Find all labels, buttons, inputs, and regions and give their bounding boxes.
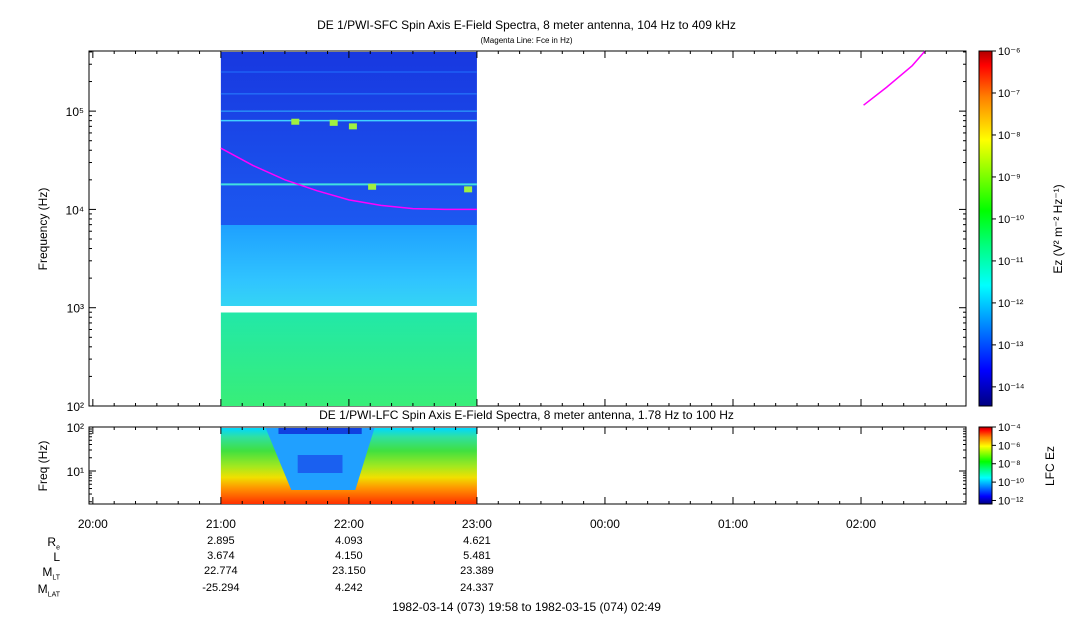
lfc-x-ticks bbox=[92, 427, 947, 504]
lfc-depletion-region bbox=[265, 428, 375, 490]
sfc-subtitle: (Magenta Line: Fce in Hz) bbox=[480, 36, 573, 45]
colorbar-tick-label: 10⁻⁹ bbox=[998, 172, 1021, 184]
ephemeris-label: L bbox=[53, 550, 60, 564]
sfc-colorbar-title: Ez (V² m⁻² Hz⁻¹) bbox=[1051, 184, 1065, 273]
y-tick-label: 10⁵ bbox=[66, 105, 84, 119]
time-axis-labels: 20:00 21:00 22:00 23:00 00:00 01:00 02:00 bbox=[78, 517, 877, 531]
y-tick-label: 10³ bbox=[67, 302, 84, 316]
ephemeris-value: 3.674 bbox=[207, 550, 235, 562]
ephemeris-value: 4.242 bbox=[335, 582, 363, 594]
ephemeris-value: 2.895 bbox=[207, 535, 235, 547]
x-tick-label: 02:00 bbox=[846, 517, 876, 531]
sfc-plot-frame bbox=[88, 50, 967, 407]
sfc-emission-lines bbox=[220, 71, 477, 193]
ephemeris-value: 22.774 bbox=[204, 565, 238, 577]
ephemeris-value: 4.621 bbox=[463, 535, 491, 547]
colorbar-tick-label: 10⁻¹⁰ bbox=[998, 214, 1025, 226]
sfc-colorbar-ticks: 10⁻¹⁴ 10⁻¹³ 10⁻¹² 10⁻¹¹ 10⁻¹⁰ 10⁻⁹ 10⁻⁸ 10⁻⁷ 10⁻… bbox=[992, 46, 1025, 394]
sfc-colorbar bbox=[978, 50, 993, 407]
fce-line bbox=[863, 50, 926, 106]
ephemeris-label: Re bbox=[47, 535, 60, 552]
y-tick-label: 10² bbox=[67, 421, 84, 435]
y-tick-label: 10¹ bbox=[67, 465, 84, 479]
colorbar-tick-label: 10⁻¹² bbox=[998, 495, 1024, 507]
lfc-colorbar-title: LFC Ez bbox=[1043, 446, 1057, 486]
x-tick-label: 23:00 bbox=[462, 517, 492, 531]
lfc-y-axis-title: Freq (Hz) bbox=[36, 441, 50, 492]
emission-blob bbox=[291, 118, 300, 125]
emission-blob bbox=[329, 119, 338, 126]
lfc-notch-top bbox=[278, 428, 362, 434]
ephemeris-value: -25.294 bbox=[202, 582, 240, 594]
y-tick-label: 10² bbox=[67, 400, 84, 414]
colorbar-tick-label: 10⁻¹¹ bbox=[998, 256, 1024, 268]
lfc-y-axis: 10¹ 10² bbox=[67, 421, 966, 503]
emission-blob bbox=[368, 183, 377, 190]
colorbar-tick-label: 10⁻⁶ bbox=[998, 440, 1021, 452]
emission-blob bbox=[348, 123, 357, 130]
ephemeris-value: 23.389 bbox=[460, 565, 494, 577]
colorbar-tick-label: 10⁻⁸ bbox=[998, 459, 1021, 471]
fce-line bbox=[220, 147, 477, 211]
x-tick-label: 01:00 bbox=[718, 517, 748, 531]
x-tick-label: 00:00 bbox=[590, 517, 620, 531]
colorbar-tick-label: 10⁻⁶ bbox=[998, 46, 1021, 58]
colorbar-tick-label: 10⁻¹² bbox=[998, 298, 1024, 310]
colorbar-tick-label: 10⁻¹⁴ bbox=[998, 382, 1025, 394]
ephemeris-value: 5.481 bbox=[463, 550, 491, 562]
x-tick-label: 21:00 bbox=[206, 517, 236, 531]
lfc-colorbar bbox=[978, 426, 993, 505]
ephemeris-value: 4.093 bbox=[335, 535, 363, 547]
sfc-spectrogram-image bbox=[220, 52, 477, 406]
ephemeris-label: MLAT bbox=[37, 582, 60, 599]
colorbar-tick-label: 10⁻¹³ bbox=[998, 340, 1024, 352]
colorbar-tick-label: 10⁻⁸ bbox=[998, 130, 1021, 142]
colorbar-tick-label: 10⁻¹⁰ bbox=[998, 477, 1025, 489]
colorbar-tick-label: 10⁻⁷ bbox=[998, 88, 1020, 100]
lfc-title: DE 1/PWI-LFC Spin Axis E-Field Spectra, … bbox=[319, 408, 734, 422]
ephemeris-value: 24.337 bbox=[460, 582, 494, 594]
sfc-y-axis: 10² 10³ 10⁴ 10⁵ bbox=[65, 51, 966, 414]
ephemeris-label: MLT bbox=[42, 565, 60, 582]
sfc-x-ticks bbox=[92, 51, 947, 406]
ephemeris-value: 23.150 bbox=[332, 565, 366, 577]
lfc-notch-core bbox=[297, 455, 343, 473]
colorbar-tick-label: 10⁻⁴ bbox=[998, 422, 1021, 434]
y-tick-label: 10⁴ bbox=[65, 203, 84, 217]
x-tick-label: 22:00 bbox=[334, 517, 364, 531]
lfc-colorbar-ticks: 10⁻¹² 10⁻¹⁰ 10⁻⁸ 10⁻⁶ 10⁻⁴ bbox=[992, 422, 1025, 507]
sfc-y-axis-title: Frequency (Hz) bbox=[36, 188, 50, 271]
ephemeris-value: 4.150 bbox=[335, 550, 363, 562]
x-tick-label: 20:00 bbox=[78, 517, 108, 531]
time-range: 1982-03-14 (073) 19:58 to 1982-03-15 (07… bbox=[392, 600, 661, 614]
sfc-title: DE 1/PWI-SFC Spin Axis E-Field Spectra, … bbox=[317, 18, 736, 32]
lfc-plot-frame bbox=[88, 426, 967, 505]
sfc-fce-lines bbox=[220, 50, 926, 211]
emission-blob bbox=[464, 186, 473, 193]
